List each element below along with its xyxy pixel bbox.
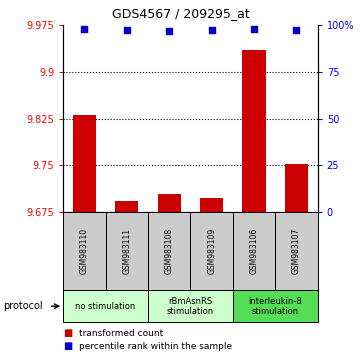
Text: GSM983106: GSM983106 xyxy=(249,228,258,274)
Point xyxy=(251,27,257,32)
Text: GSM983108: GSM983108 xyxy=(165,228,174,274)
Bar xyxy=(115,200,139,212)
Text: interleukin-8
stimulation: interleukin-8 stimulation xyxy=(248,297,302,316)
Point xyxy=(209,28,214,33)
Point xyxy=(124,28,130,33)
Text: rBmAsnRS
stimulation: rBmAsnRS stimulation xyxy=(167,297,214,316)
Bar xyxy=(200,198,223,212)
Text: GDS4567 / 209295_at: GDS4567 / 209295_at xyxy=(112,7,249,21)
Text: protocol: protocol xyxy=(4,301,43,311)
Text: percentile rank within the sample: percentile rank within the sample xyxy=(79,342,232,350)
Bar xyxy=(157,194,181,212)
Bar xyxy=(285,164,308,212)
Text: transformed count: transformed count xyxy=(79,329,164,338)
Point xyxy=(293,27,299,33)
Point xyxy=(82,27,87,32)
Text: GSM983109: GSM983109 xyxy=(207,228,216,274)
Text: ■: ■ xyxy=(63,341,73,351)
Text: no stimulation: no stimulation xyxy=(75,302,136,311)
Point xyxy=(166,28,172,34)
Bar xyxy=(242,50,266,212)
Text: GSM983110: GSM983110 xyxy=(80,228,89,274)
Bar xyxy=(73,115,96,212)
Text: GSM983111: GSM983111 xyxy=(122,228,131,274)
Text: GSM983107: GSM983107 xyxy=(292,228,301,274)
Text: ■: ■ xyxy=(63,328,73,338)
